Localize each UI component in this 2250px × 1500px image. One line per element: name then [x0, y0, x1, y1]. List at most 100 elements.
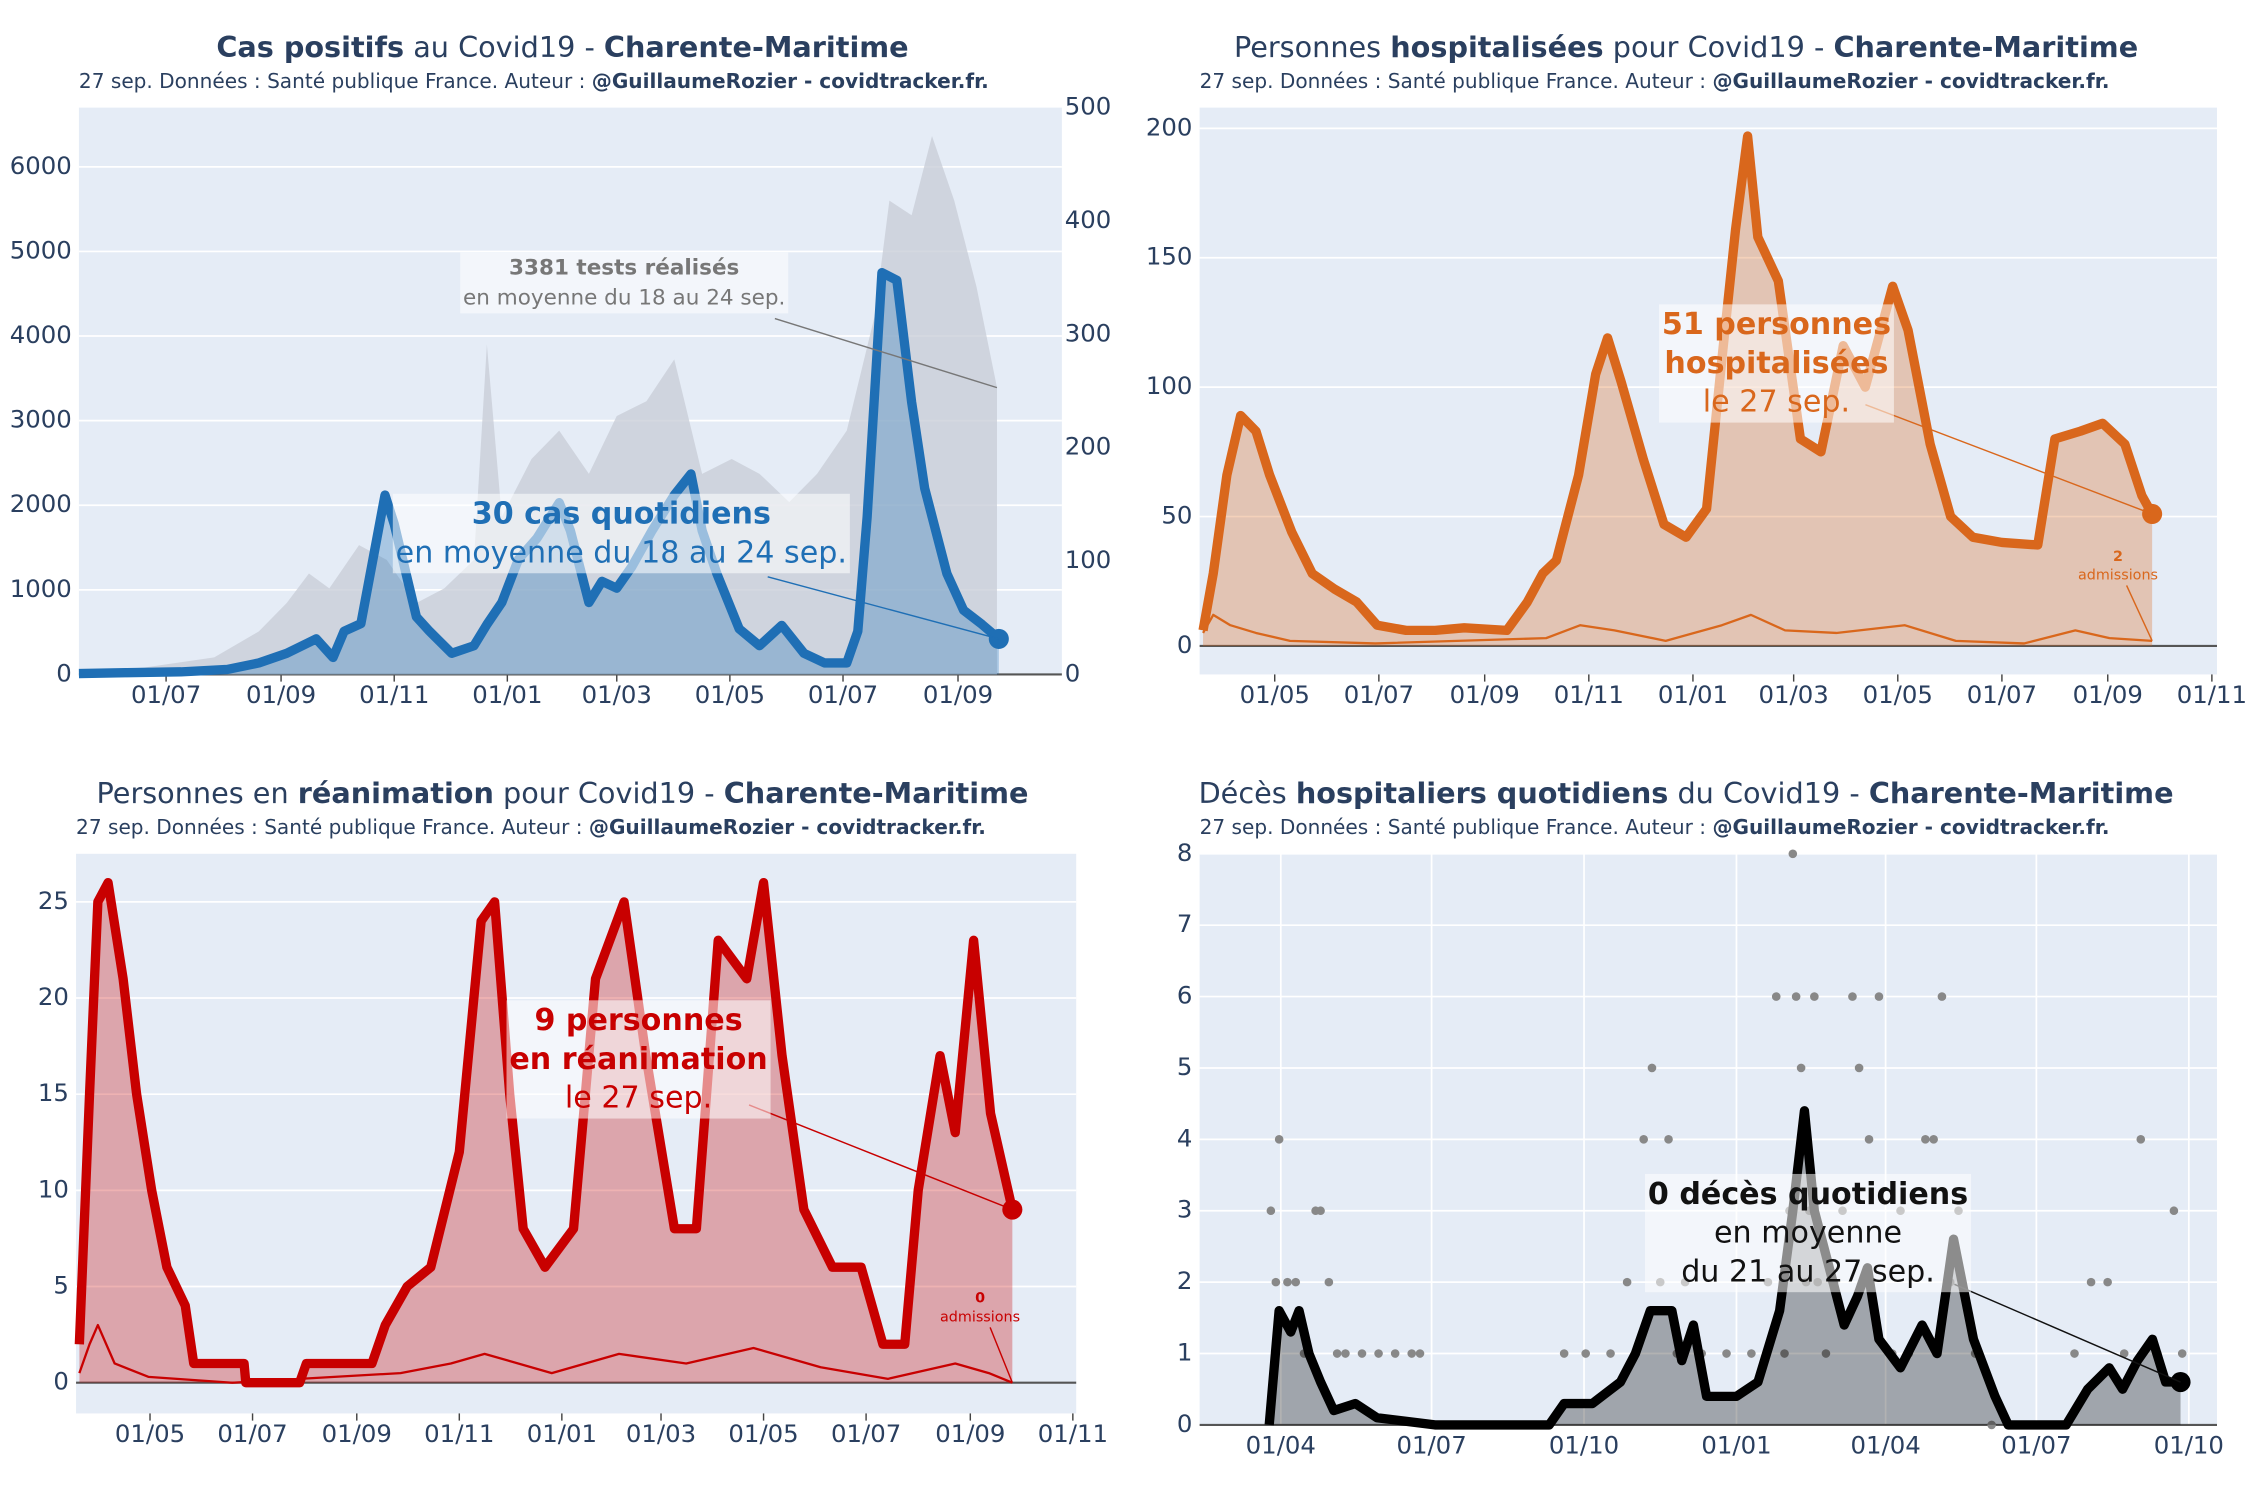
x-tick-label: 01/03: [626, 1419, 696, 1448]
daily-point: [1796, 1063, 1806, 1073]
annotation-text: admissions: [940, 1309, 1020, 1325]
y-tick-label: 0: [1177, 1409, 1193, 1438]
y-tick-label: 3000: [10, 405, 72, 434]
y2-tick-label: 200: [1065, 432, 1112, 461]
y-tick-label: 150: [1146, 242, 1193, 271]
chart-title-part: réanimation: [298, 776, 494, 810]
x-tick-label: 01/07: [2001, 1430, 2071, 1459]
daily-point: [1316, 1206, 1325, 1216]
x-tick-label: 01/01: [472, 680, 542, 709]
annotation-background: [1659, 304, 1894, 423]
series-fill: [79, 882, 1013, 1383]
y-tick-label: 200: [1146, 112, 1193, 141]
daily-point: [1324, 1277, 1334, 1287]
daily-point: [1271, 1277, 1281, 1287]
x-tick-label: 01/10: [1549, 1430, 1619, 1459]
daily-point: [1559, 1349, 1569, 1358]
chart-subtitle-part: 27 sep. Données : Santé publique France.…: [1200, 814, 1713, 838]
annotation-text: le 27 sep.: [565, 1081, 712, 1116]
annotation: 51 personnes hospitalisées le 27 sep.: [1659, 304, 2153, 515]
annotation-background: [506, 1000, 771, 1119]
daily-point: [1929, 1135, 1938, 1144]
x-tick-label: 01/07: [831, 1419, 901, 1448]
daily-point: [1374, 1349, 1383, 1358]
daily-point: [2103, 1277, 2112, 1287]
daily-point: [1937, 992, 1947, 1001]
y-tick-label: 4000: [10, 320, 72, 349]
y-tick-label: 6: [1177, 981, 1193, 1010]
chart-title-part: pour Covid19 -: [494, 776, 724, 810]
y2-tick-label: 100: [1065, 545, 1112, 574]
daily-point: [1283, 1277, 1292, 1287]
x-tick-label: 01/04: [1850, 1430, 1920, 1459]
subplot: Personnes hospitalisées pour Covid19 - C…: [1146, 30, 2247, 709]
chart-title-part: pour Covid19 -: [1604, 30, 1834, 64]
x-tick-label: 01/09: [246, 680, 316, 709]
annotation-text: le 27 sep.: [1703, 385, 1850, 420]
chart-title-part: au Covid19 -: [404, 30, 604, 64]
daily-point: [1407, 1349, 1417, 1358]
chart-title-part: Charente-Maritime: [1833, 30, 2138, 64]
annotation-text: 51 personnes: [1662, 307, 1891, 342]
daily-point: [1332, 1349, 1342, 1358]
x-tick-label: 01/11: [1554, 680, 1624, 709]
x-tick-label: 01/05: [695, 680, 765, 709]
annotation-text: du 21 au 27 sep.: [1681, 1254, 1935, 1289]
chart-subtitle-part: 27 sep. Données : Santé publique France.…: [76, 814, 589, 838]
chart-subtitle: 27 sep. Données : Santé publique France.…: [1200, 814, 2110, 838]
daily-point: [1606, 1349, 1615, 1358]
chart-title-part: Décès: [1199, 776, 1296, 810]
chart-title-part: Personnes en: [97, 776, 298, 810]
x-tick-label: 01/09: [935, 1419, 1005, 1448]
x-tick-label: 01/07: [131, 680, 201, 709]
x-tick-label: 01/11: [359, 680, 429, 709]
daily-point: [2177, 1349, 2187, 1358]
subplot: Cas positifs au Covid19 - Charente-Marit…: [10, 30, 1112, 709]
annotation-text: en réanimation: [509, 1042, 767, 1077]
chart-subtitle-part: 27 sep. Données : Santé publique France.…: [1200, 68, 1713, 92]
daily-point: [2169, 1206, 2179, 1216]
y-tick-label: 7: [1177, 909, 1193, 938]
daily-point: [1581, 1349, 1590, 1358]
daily-point: [1810, 992, 1819, 1001]
daily-point: [2070, 1349, 2079, 1358]
chart-title-part: hospitaliers quotidiens: [1296, 776, 1669, 810]
chart-title: Personnes hospitalisées pour Covid19 - C…: [1234, 30, 2138, 64]
annotation-text: 3381 tests réalisés: [509, 255, 739, 280]
daily-point: [1390, 1349, 1400, 1358]
y-tick-label: 2000: [10, 489, 72, 518]
chart-subtitle-part: @GuillaumeRozier - covidtracker.fr.: [592, 68, 989, 92]
y-tick-label: 5: [1177, 1052, 1193, 1081]
annotation-arrow: [748, 1104, 1013, 1211]
chart-title-part: Cas positifs: [216, 30, 404, 64]
chart-title-part: Charente-Maritime: [1869, 776, 2174, 810]
x-tick-label: 01/11: [1038, 1419, 1108, 1448]
x-tick-label: 01/04: [1246, 1430, 1316, 1459]
daily-point: [1788, 849, 1798, 859]
y-tick-label: 50: [1161, 501, 1192, 530]
daily-point: [1266, 1206, 1276, 1216]
y-tick-label: 1: [1177, 1338, 1193, 1367]
daily-point: [1274, 1135, 1284, 1144]
x-tick-label: 01/09: [923, 680, 993, 709]
daily-point: [1821, 1349, 1831, 1358]
x-tick-label: 01/09: [1450, 680, 1520, 709]
y-tick-label: 2: [1177, 1266, 1193, 1295]
series-line: [1264, 1106, 2181, 1430]
x-tick-label: 01/05: [115, 1419, 185, 1448]
y-tick-label: 25: [38, 886, 69, 915]
y-tick-label: 8: [1177, 838, 1193, 867]
annotation-text: 0: [975, 1291, 985, 1307]
x-tick-label: 01/01: [527, 1419, 597, 1448]
annotation: 2 admissions: [2078, 549, 2158, 642]
annotation-text: admissions: [2078, 567, 2158, 583]
daily-point: [1357, 1349, 1367, 1358]
daily-point: [2119, 1349, 2129, 1358]
chart-subtitle-part: @GuillaumeRozier - covidtracker.fr.: [1712, 68, 2109, 92]
daily-point: [1341, 1349, 1350, 1358]
annotation: 0 admissions: [940, 1291, 1020, 1383]
daily-point: [1647, 1063, 1657, 1073]
series-line: [74, 877, 1017, 1388]
